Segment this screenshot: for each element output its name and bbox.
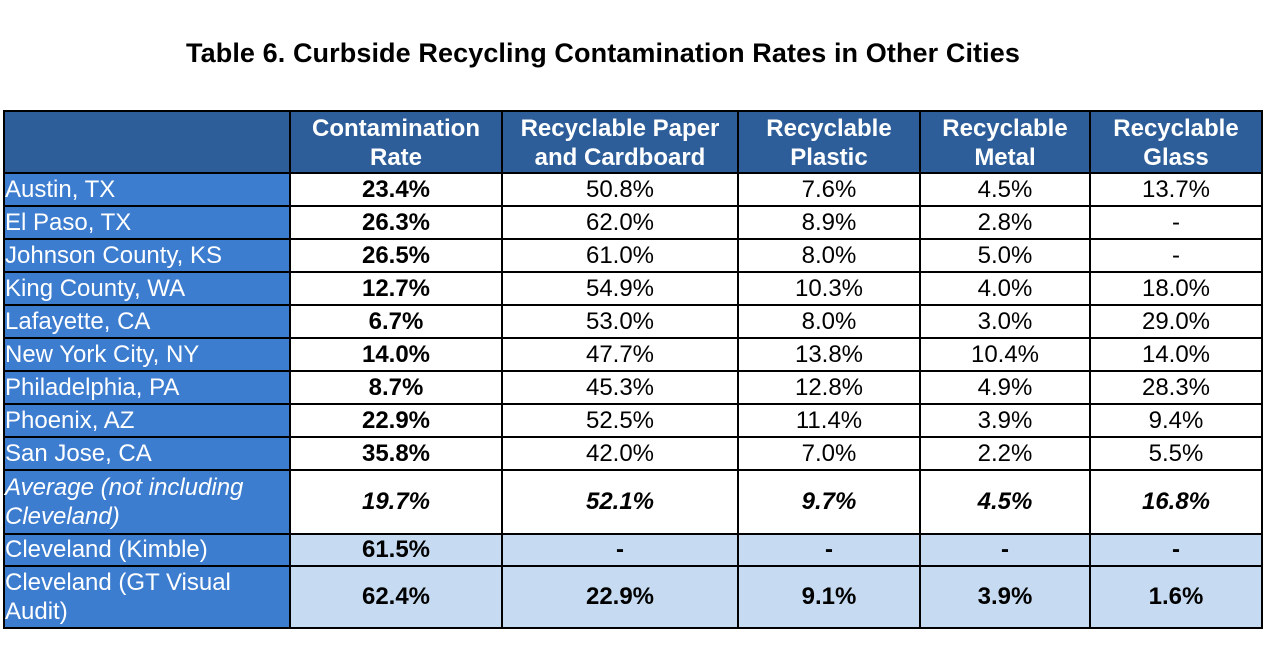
glass-cell: - [1089,533,1263,567]
paper-cell: 54.9% [501,271,739,306]
contamination-rate-cell: 14.0% [289,337,503,372]
table-caption: Table 6. Curbside Recycling Contaminatio… [186,38,1020,68]
cleveland-gt-row: Cleveland (GT Visual Audit) 62.4% 22.9% … [3,565,1263,629]
paper-cell: 61.0% [501,238,739,273]
plastic-cell: - [737,533,921,567]
paper-cell: 52.5% [501,403,739,438]
glass-cell: 18.0% [1089,271,1263,306]
city-cell: Cleveland (Kimble) [3,533,291,567]
paper-cell: 47.7% [501,337,739,372]
glass-cell: 5.5% [1089,436,1263,471]
paper-cell: 22.9% [501,565,739,629]
contamination-rate-cell: 6.7% [289,304,503,339]
header-recyclable-paper: Recyclable Paper and Cardboard [501,110,739,174]
average-glass-cell: 16.8% [1089,469,1263,535]
glass-cell: - [1089,205,1263,240]
glass-cell: 28.3% [1089,370,1263,405]
plastic-cell: 9.1% [737,565,921,629]
table-row: Austin, TX 23.4% 50.8% 7.6% 4.5% 13.7% [3,172,1263,207]
contamination-rate-cell: 12.7% [289,271,503,306]
contamination-rate-cell: 35.8% [289,436,503,471]
table-row: Lafayette, CA 6.7% 53.0% 8.0% 3.0% 29.0% [3,304,1263,339]
plastic-cell: 11.4% [737,403,921,438]
paper-cell: 53.0% [501,304,739,339]
metal-cell: 3.0% [919,304,1091,339]
city-cell: San Jose, CA [3,436,291,471]
metal-cell: 2.2% [919,436,1091,471]
city-cell: El Paso, TX [3,205,291,240]
city-cell: New York City, NY [3,337,291,372]
contamination-rate-cell: 23.4% [289,172,503,207]
metal-cell: 5.0% [919,238,1091,273]
header-contamination-rate: Contamination Rate [289,110,503,174]
paper-cell: 62.0% [501,205,739,240]
metal-cell: 4.5% [919,172,1091,207]
contamination-table: Contamination Rate Recyclable Paper and Ca… [3,110,1263,629]
contamination-rate-cell: 8.7% [289,370,503,405]
contamination-rate-cell: 26.3% [289,205,503,240]
glass-cell: 29.0% [1089,304,1263,339]
table-row: Phoenix, AZ 22.9% 52.5% 11.4% 3.9% 9.4% [3,403,1263,438]
header-city-corner [3,110,291,174]
metal-cell: 4.9% [919,370,1091,405]
header-recyclable-glass: Recyclable Glass [1089,110,1263,174]
plastic-cell: 13.8% [737,337,921,372]
city-cell: Cleveland (GT Visual Audit) [3,565,291,629]
metal-cell: 4.0% [919,271,1091,306]
table-row: Johnson County, KS 26.5% 61.0% 8.0% 5.0%… [3,238,1263,273]
city-cell: Lafayette, CA [3,304,291,339]
plastic-cell: 7.6% [737,172,921,207]
table-row: Philadelphia, PA 8.7% 45.3% 12.8% 4.9% 2… [3,370,1263,405]
plastic-cell: 8.9% [737,205,921,240]
average-row: Average (not including Cleveland) 19.7% … [3,469,1263,535]
plastic-cell: 7.0% [737,436,921,471]
contamination-rate-cell: 62.4% [289,565,503,629]
glass-cell: 13.7% [1089,172,1263,207]
paper-cell: - [501,533,739,567]
metal-cell: 2.8% [919,205,1091,240]
table-row: New York City, NY 14.0% 47.7% 13.8% 10.4… [3,337,1263,372]
average-label-cell: Average (not including Cleveland) [3,469,291,535]
paper-cell: 42.0% [501,436,739,471]
header-recyclable-plastic: Recyclable Plastic [737,110,921,174]
table-row: San Jose, CA 35.8% 42.0% 7.0% 2.2% 5.5% [3,436,1263,471]
contamination-rate-cell: 26.5% [289,238,503,273]
city-cell: Philadelphia, PA [3,370,291,405]
contamination-rate-cell: 22.9% [289,403,503,438]
average-rate-cell: 19.7% [289,469,503,535]
plastic-cell: 12.8% [737,370,921,405]
glass-cell: 14.0% [1089,337,1263,372]
average-metal-cell: 4.5% [919,469,1091,535]
plastic-cell: 8.0% [737,304,921,339]
table-row: El Paso, TX 26.3% 62.0% 8.9% 2.8% - [3,205,1263,240]
header-recyclable-metal: Recyclable Metal [919,110,1091,174]
paper-cell: 50.8% [501,172,739,207]
plastic-cell: 10.3% [737,271,921,306]
city-cell: Austin, TX [3,172,291,207]
table-row: King County, WA 12.7% 54.9% 10.3% 4.0% 1… [3,271,1263,306]
metal-cell: 3.9% [919,403,1091,438]
city-cell: King County, WA [3,271,291,306]
glass-cell: 9.4% [1089,403,1263,438]
city-cell: Johnson County, KS [3,238,291,273]
glass-cell: 1.6% [1089,565,1263,629]
paper-cell: 45.3% [501,370,739,405]
contamination-rate-cell: 61.5% [289,533,503,567]
cleveland-kimble-row: Cleveland (Kimble) 61.5% - - - - [3,533,1263,567]
metal-cell: - [919,533,1091,567]
average-plastic-cell: 9.7% [737,469,921,535]
glass-cell: - [1089,238,1263,273]
city-cell: Phoenix, AZ [3,403,291,438]
plastic-cell: 8.0% [737,238,921,273]
metal-cell: 10.4% [919,337,1091,372]
metal-cell: 3.9% [919,565,1091,629]
average-paper-cell: 52.1% [501,469,739,535]
header-row: Contamination Rate Recyclable Paper and Ca… [3,110,1263,174]
